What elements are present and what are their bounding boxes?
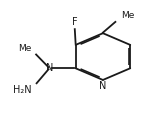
Text: F: F xyxy=(72,17,78,27)
Text: N: N xyxy=(46,63,54,73)
Text: H₂N: H₂N xyxy=(13,85,32,95)
Text: Me: Me xyxy=(121,11,135,20)
Text: N: N xyxy=(99,81,107,91)
Text: Me: Me xyxy=(18,44,32,53)
